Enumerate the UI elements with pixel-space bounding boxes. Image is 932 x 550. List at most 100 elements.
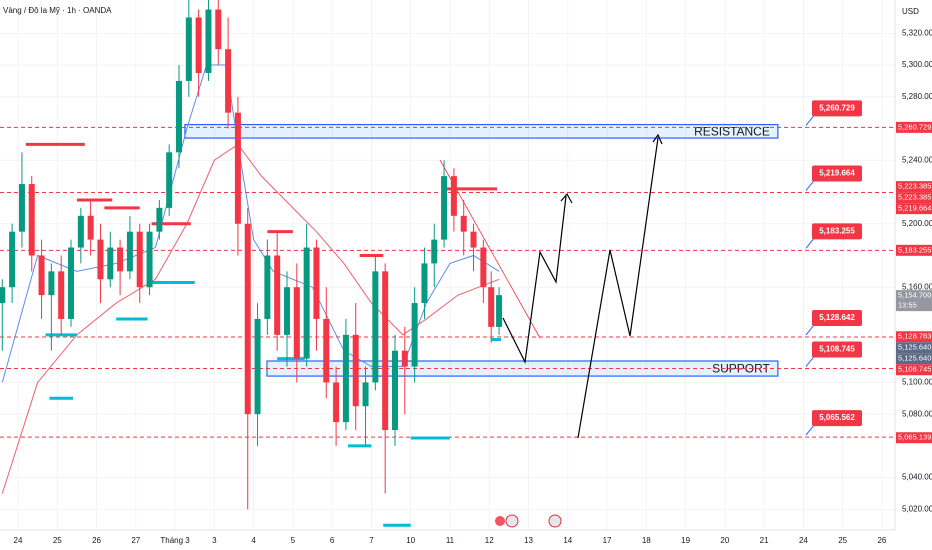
- x-tick-label: 12: [485, 536, 494, 545]
- candle-body: [107, 247, 114, 280]
- x-tick-label: 14: [563, 536, 572, 545]
- x-tick-label: 3: [212, 536, 217, 545]
- x-tick-label: 24: [799, 536, 808, 545]
- candle-body: [225, 49, 232, 113]
- candle-body: [87, 215, 94, 240]
- level-label-box: [812, 309, 862, 326]
- x-tick-label: 24: [14, 536, 23, 545]
- level-connector: [805, 356, 815, 367]
- x-tick-label: 5: [291, 536, 296, 545]
- projection-arrow: [560, 192, 573, 204]
- y-tick-label: 5,080.000: [902, 409, 932, 418]
- y-tick-label: 5,280.000: [902, 92, 932, 101]
- level-label: 5,219.664: [819, 169, 855, 178]
- level-label-box: [812, 165, 862, 182]
- candle-body: [58, 271, 65, 319]
- candle-body: [470, 231, 477, 248]
- x-tick-label: 4: [251, 536, 256, 545]
- x-tick-label: 17: [603, 536, 612, 545]
- candle-body: [333, 382, 340, 423]
- candle-body: [48, 271, 55, 296]
- candle-body: [488, 287, 495, 327]
- candle-body: [195, 17, 202, 73]
- candle-body: [362, 382, 369, 407]
- price-badge-label: 5,223.385: [898, 193, 931, 202]
- candle-body: [480, 247, 487, 288]
- x-tick-label: 21: [760, 536, 769, 545]
- zone-label: SUPPORT: [712, 362, 770, 376]
- candle-body: [136, 231, 143, 288]
- x-tick-label: Tháng 3: [160, 536, 190, 545]
- candle-body: [38, 255, 45, 296]
- x-tick-label: 20: [720, 536, 729, 545]
- x-tick-label: 7: [369, 536, 374, 545]
- candle-body: [441, 176, 448, 240]
- candle-body: [372, 271, 379, 383]
- price-badge: [896, 364, 932, 376]
- price-badge-label: 5,260.729: [898, 122, 931, 131]
- price-badge-sublabel: 13:55: [898, 301, 917, 310]
- price-badge: [896, 181, 932, 193]
- price-badge-label: 5,154.700: [898, 291, 931, 300]
- candle-body: [401, 350, 408, 367]
- axis-layer: 5,020.000 5,040.000 5,080.000 5,100.000 5,16…: [14, 28, 932, 545]
- candle-body: [146, 231, 153, 288]
- candle-body: [496, 295, 503, 327]
- candle-body: [283, 287, 290, 335]
- level-label-box: [812, 100, 862, 117]
- level-connector: [805, 238, 815, 249]
- y-tick-label: 5,200.000: [902, 219, 932, 228]
- candle-body: [234, 112, 241, 224]
- plot: RESISTANCE SUPPORT 5,260.729 5,219.664 5,183…: [0, 0, 895, 527]
- price-badge-label: 5,128.783: [898, 332, 931, 341]
- candle-body: [18, 184, 25, 232]
- x-tick-label: 18: [642, 536, 651, 545]
- candle-body: [391, 350, 398, 431]
- event-icon: [548, 514, 562, 528]
- x-tick-label: 11: [446, 536, 455, 545]
- candle-body: [28, 184, 35, 256]
- price-badge-label: 5,108.745: [898, 365, 931, 374]
- level-label-box: [812, 410, 862, 427]
- candle-body: [264, 255, 271, 319]
- level-connector: [805, 424, 815, 436]
- level-connector: [805, 324, 815, 336]
- x-tick-label: 26: [92, 536, 101, 545]
- x-tick-label: 13: [524, 536, 533, 545]
- candle-body: [460, 215, 467, 232]
- y-tick-label: 5,240.000: [902, 155, 932, 164]
- price-badge: [896, 342, 932, 354]
- price-badge: [896, 244, 932, 256]
- candle-body: [166, 152, 173, 208]
- candle-body: [274, 255, 281, 335]
- level-label: 5,183.255: [819, 226, 855, 235]
- candle-body: [254, 318, 261, 415]
- candle-body: [431, 239, 438, 264]
- trend-line: [439, 159, 541, 339]
- price-badge: [896, 192, 932, 204]
- level-label-box: [812, 223, 862, 240]
- candle-body: [244, 223, 251, 415]
- y-tick-label: 5,020.000: [902, 504, 932, 513]
- price-axis: [895, 0, 932, 550]
- chart-title: Vàng / Đô la Mỹ · 1h · OANDA: [3, 6, 112, 15]
- moving-average: [1, 64, 500, 383]
- price-badge-label: 5,125.640: [898, 343, 931, 352]
- candle-body: [0, 287, 6, 304]
- candle-body: [352, 334, 359, 407]
- zone-label: RESISTANCE: [694, 124, 770, 138]
- level-connector: [805, 115, 815, 126]
- currency-label: USD: [902, 7, 919, 16]
- event-icon: [505, 514, 519, 528]
- projection-path: [502, 195, 567, 365]
- candle-body: [323, 318, 330, 383]
- candle-body: [450, 176, 457, 216]
- x-tick-label: 26: [877, 536, 886, 545]
- price-badge: [896, 121, 932, 133]
- candle-body: [156, 207, 163, 232]
- price-badge: [896, 203, 932, 215]
- projection-arrow: [652, 133, 663, 145]
